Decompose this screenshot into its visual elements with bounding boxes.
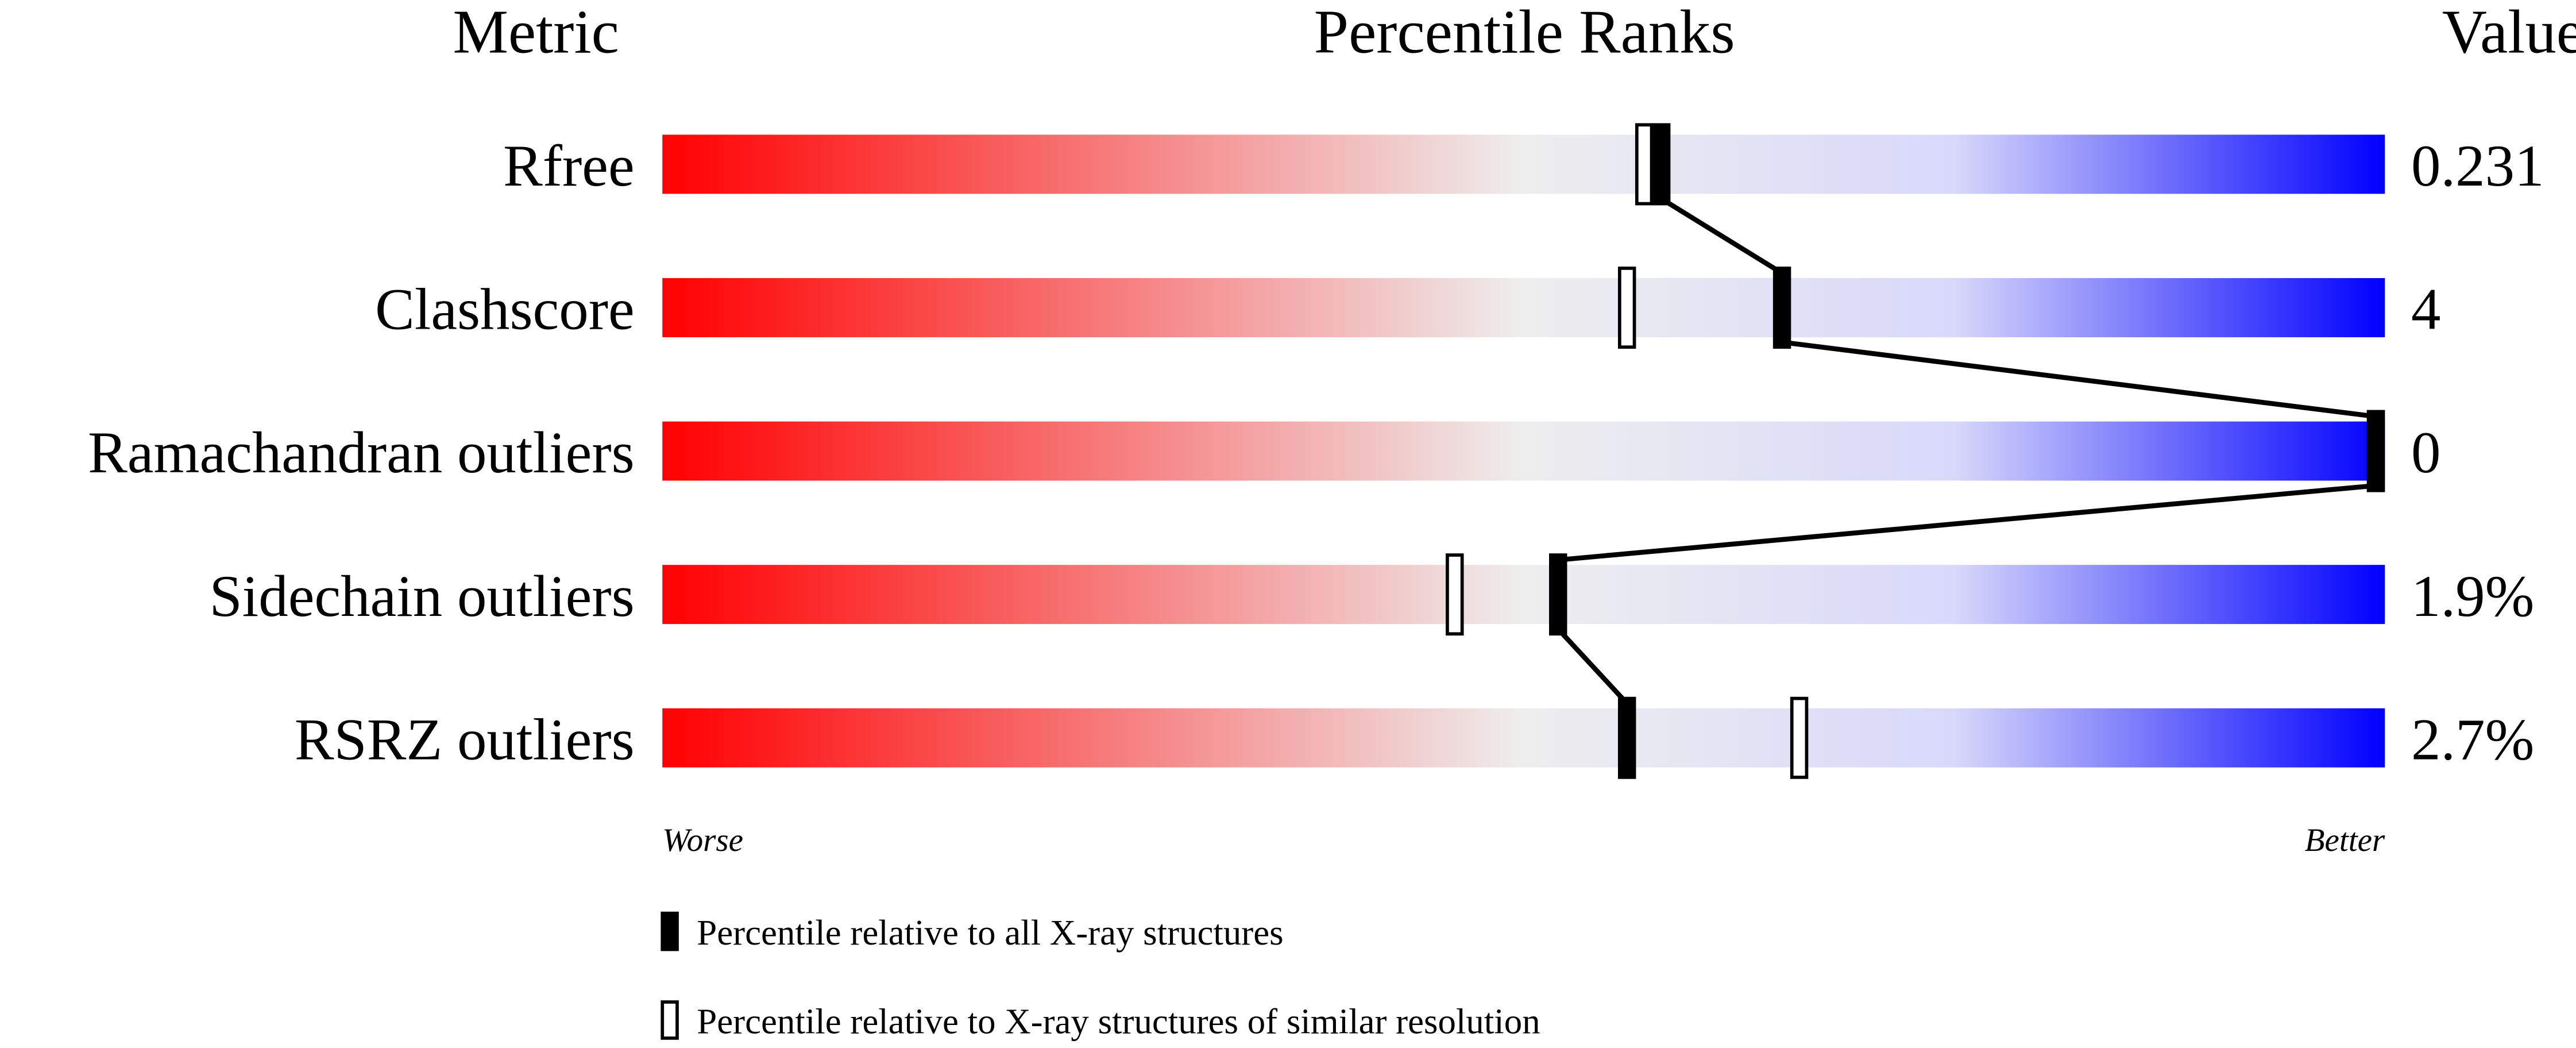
header-value: Value: [2442, 0, 2576, 66]
metric-row: Rfree 0.231: [503, 133, 2544, 199]
metric-row: Clashscore 4: [375, 277, 2440, 342]
all-structures-marker: [1772, 267, 1791, 349]
metric-label: Clashscore: [375, 277, 635, 342]
metric-row: RSRZ outliers 2.7%: [295, 707, 2534, 772]
similar-resolution-marker: [1790, 696, 1809, 779]
percentile-bar: [662, 708, 2385, 768]
similar-resolution-marker: [1635, 123, 1654, 206]
percentile-bar: [662, 278, 2385, 337]
connector-line: [1556, 627, 1629, 706]
metric-row: Ramachandran outliers 0: [88, 420, 2440, 486]
metric-value: 2.7%: [2411, 707, 2534, 772]
metric-value: 1.9%: [2411, 564, 2534, 629]
all-structures-marker: [1652, 123, 1671, 206]
connector-line: [1782, 340, 2377, 419]
percentile-bar: [662, 134, 2385, 194]
better-label: Better: [2305, 822, 2385, 858]
all-structures-marker: [1617, 696, 1636, 779]
all-structures-marker: [2366, 410, 2385, 492]
metric-value: 0: [2411, 420, 2440, 486]
percentile-bar: [662, 421, 2385, 481]
all-structures-marker: [1549, 553, 1567, 636]
metric-label: Sidechain outliers: [209, 564, 634, 629]
metric-row: Sidechain outliers 1.9%: [209, 564, 2534, 629]
metric-label: Rfree: [503, 133, 635, 199]
legend-filled-marker-icon: [661, 911, 679, 951]
connector-line: [1558, 483, 2376, 562]
connector-line: [1660, 196, 1783, 276]
legend-all-label: Percentile relative to all X-ray structu…: [697, 912, 1283, 953]
metric-label: Ramachandran outliers: [88, 420, 635, 486]
percentile-bar: [662, 565, 2385, 625]
worse-label: Worse: [662, 822, 743, 858]
legend-similar-label: Percentile relative to X-ray structures …: [697, 1001, 1540, 1041]
similar-resolution-marker: [1446, 553, 1464, 636]
header-percentile-ranks: Percentile Ranks: [1314, 0, 1735, 66]
legend-open-marker-icon: [661, 1000, 679, 1040]
similar-resolution-marker: [1617, 267, 1636, 349]
metric-label: RSRZ outliers: [295, 707, 635, 772]
header-metric: Metric: [453, 0, 619, 66]
metric-value: 0.231: [2411, 133, 2544, 199]
metric-value: 4: [2411, 277, 2440, 342]
